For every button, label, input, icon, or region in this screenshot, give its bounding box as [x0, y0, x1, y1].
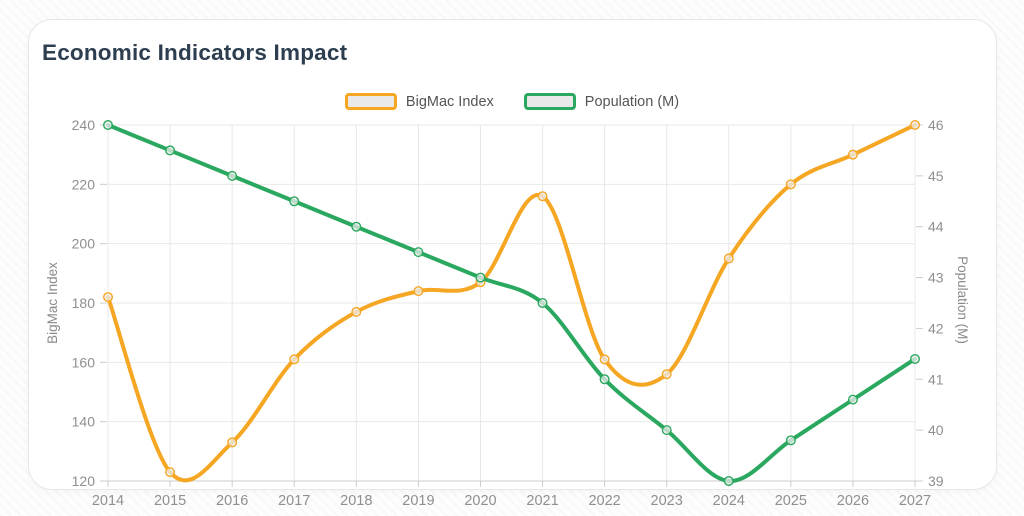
legend-label: BigMac Index [405, 93, 494, 110]
right-axis-title: Population (M) [955, 256, 970, 344]
data-point-marker-bigmac-index [165, 467, 176, 478]
data-point-marker-bigmac-index [599, 354, 610, 365]
x-axis-tick-label: 2019 [402, 493, 434, 509]
left-axis-tick-label: 240 [72, 117, 96, 133]
x-axis-tick-label: 2014 [92, 493, 124, 509]
left-axis-tick-label: 220 [72, 176, 96, 192]
x-axis-tick-label: 2017 [278, 493, 310, 509]
data-point-marker-population-m [413, 247, 424, 258]
data-point-marker-population-m [785, 435, 796, 446]
data-point-marker-population-m [475, 272, 486, 283]
left-axis-tick-label: 200 [72, 236, 96, 252]
x-axis-tick-label: 2021 [526, 493, 558, 509]
legend-item-bigmac-index[interactable]: BigMac Index [344, 93, 494, 110]
data-point-marker-population-m [165, 145, 176, 156]
right-axis-tick-label: 39 [928, 473, 944, 489]
legend-swatch-population-m [523, 93, 576, 110]
right-axis-tick-label: 46 [928, 117, 944, 133]
data-point-marker-population-m [537, 298, 548, 309]
series-line-population-m [106, 123, 917, 483]
left-axis-tick-label: 180 [72, 295, 96, 311]
data-point-marker-population-m [599, 374, 610, 385]
x-axis-tick-label: 2024 [713, 493, 745, 509]
data-point-marker-bigmac-index [351, 306, 362, 317]
data-point-marker-bigmac-index [413, 286, 424, 297]
data-point-marker-population-m [723, 476, 734, 487]
x-axis-tick-label: 2027 [899, 493, 931, 509]
data-point-marker-population-m [847, 394, 858, 405]
legend-swatch-bigmac-index [344, 93, 397, 110]
left-axis-tick-label: 120 [72, 473, 96, 489]
x-axis-tick-label: 2015 [154, 493, 186, 509]
right-axis-tick-label: 45 [928, 168, 944, 184]
x-axis-tick-label: 2018 [340, 493, 372, 509]
data-point-marker-bigmac-index [537, 191, 548, 202]
right-axis-tick-label: 44 [928, 219, 944, 235]
left-axis-tick-label: 160 [72, 354, 96, 370]
chart-legend: BigMac Index Population (M) [0, 93, 1024, 110]
data-point-marker-bigmac-index [289, 354, 300, 365]
right-axis-tick-label: 40 [928, 422, 944, 438]
left-axis-tick-label: 140 [72, 414, 96, 430]
right-axis-tick-label: 42 [928, 320, 944, 336]
x-axis-tick-label: 2022 [588, 493, 620, 509]
data-point-marker-population-m [289, 196, 300, 207]
data-point-marker-population-m [910, 353, 921, 364]
x-axis-tick-label: 2023 [651, 493, 683, 509]
data-point-marker-bigmac-index [785, 179, 796, 190]
data-point-marker-population-m [227, 170, 238, 181]
legend-label: Population (M) [584, 93, 680, 110]
data-point-marker-population-m [351, 221, 362, 232]
data-point-marker-bigmac-index [847, 149, 858, 160]
right-axis-tick-label: 41 [928, 371, 944, 387]
legend-item-population-m[interactable]: Population (M) [523, 93, 680, 110]
x-axis-tick-label: 2026 [837, 493, 869, 509]
data-point-marker-bigmac-index [227, 437, 238, 448]
data-point-marker-population-m [102, 119, 113, 130]
data-point-marker-bigmac-index [910, 119, 921, 130]
data-point-marker-population-m [661, 425, 672, 436]
chart-title: Economic Indicators Impact [42, 40, 348, 65]
x-axis-tick-label: 2020 [464, 493, 496, 509]
right-axis-tick-label: 43 [928, 270, 944, 286]
data-point-marker-bigmac-index [661, 369, 672, 380]
left-axis-title: BigMac Index [45, 262, 60, 344]
x-axis-tick-label: 2016 [216, 493, 248, 509]
x-axis-tick-label: 2025 [775, 493, 807, 509]
data-point-marker-bigmac-index [723, 253, 734, 264]
data-point-marker-bigmac-index [102, 292, 113, 303]
